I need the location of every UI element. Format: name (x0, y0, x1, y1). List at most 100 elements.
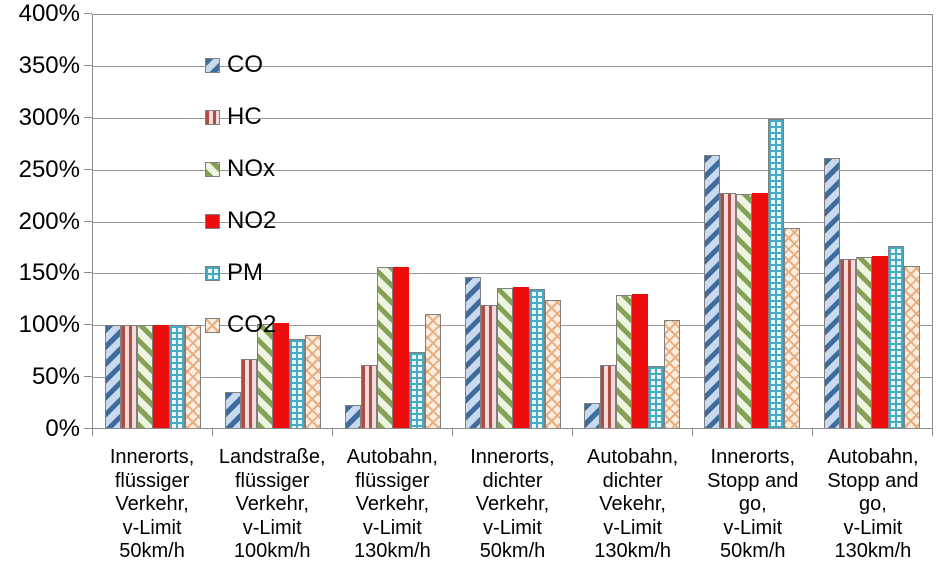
bar-hc-6 (840, 258, 857, 428)
bar-co2-4 (664, 319, 681, 428)
bar-group (213, 15, 333, 428)
bar-co2-0 (184, 324, 201, 428)
x-axis-category-label: Autobahn, Stopp and go, v-Limit 130km/h (827, 446, 919, 562)
y-axis-tick (84, 116, 92, 118)
bar-nox-1 (256, 323, 273, 428)
legend-key-no2-icon (205, 213, 220, 229)
gridline (93, 221, 932, 223)
legend-label: PM (227, 259, 263, 286)
bar-no2-2 (392, 266, 409, 428)
x-axis-tick (332, 429, 333, 436)
y-axis-tick-label: 400% (18, 0, 80, 27)
y-axis-tick (84, 272, 92, 274)
y-axis-tick-label: 100% (18, 311, 80, 339)
bar-no2-3 (512, 286, 529, 428)
bar-hc-1 (240, 358, 257, 428)
bar-pm-3 (528, 288, 545, 428)
y-axis-tick (84, 376, 92, 378)
x-axis-category-label: Innerorts, dichter Verkehr, v-Limit 50km… (470, 446, 555, 562)
legend-key-hc-icon (205, 109, 220, 125)
x-axis-tick (932, 429, 933, 436)
bar-co-6 (824, 157, 841, 428)
x-axis-tick (452, 429, 453, 436)
y-axis-tick-label: 350% (18, 51, 80, 79)
x-axis-category-label: Landstraße, flüssiger Verkehr, v-Limit 1… (218, 446, 326, 562)
y-axis-tick (84, 13, 92, 14)
bar-groups (93, 15, 932, 428)
legend-key-nox-icon (205, 161, 220, 177)
bar-co2-1 (304, 335, 321, 428)
legend-item-co2: CO2 (205, 299, 276, 351)
bar-nox-6 (856, 256, 873, 428)
bar-pm-4 (648, 366, 665, 428)
bar-co-4 (584, 403, 601, 428)
bar-group (692, 15, 812, 428)
y-axis-tick-label: 200% (18, 207, 80, 235)
gridline (93, 65, 932, 67)
bar-pm-1 (288, 339, 305, 428)
bar-no2-4 (632, 293, 649, 428)
gridline (93, 117, 932, 119)
x-axis-tick (692, 429, 693, 436)
legend-key-co2-icon (205, 317, 220, 333)
bar-group (812, 15, 932, 428)
legend-item-no2: NO2 (205, 195, 276, 247)
y-axis-tick (84, 428, 92, 429)
bar-hc-2 (360, 365, 377, 428)
legend-item-hc: HC (205, 91, 276, 143)
bar-pm-5 (768, 119, 785, 428)
plot-area: CO HC NOx NO2 PM CO2 (92, 14, 933, 429)
x-axis-category-label: Autobahn, flüssiger Verkehr, v-Limit 130… (346, 446, 438, 562)
x-axis-category-label: Autobahn, dichter Vekehr, v-Limit 130km/… (587, 446, 679, 562)
bar-pm-2 (408, 351, 425, 428)
bar-co2-2 (424, 314, 441, 428)
y-axis-tick (84, 220, 92, 222)
legend-item-nox: NOx (205, 143, 276, 195)
bar-co-2 (344, 405, 361, 428)
x-axis-tick (572, 429, 573, 436)
x-axis-tick (812, 429, 813, 436)
bar-co-3 (464, 277, 481, 428)
bar-co2-3 (544, 299, 561, 428)
y-axis-tick-label: 300% (18, 103, 80, 131)
bar-group (93, 15, 213, 428)
bar-co-5 (704, 155, 721, 428)
bar-co2-5 (784, 227, 801, 428)
y-axis-tick (84, 168, 92, 170)
y-axis-tick-label: 250% (18, 155, 80, 183)
bar-nox-3 (496, 287, 513, 428)
y-axis-tick-label: 50% (31, 363, 80, 391)
legend-key-pm-icon (205, 265, 220, 281)
legend-item-pm: PM (205, 247, 276, 299)
bar-group (572, 15, 692, 428)
legend-label: CO2 (227, 311, 277, 338)
x-axis-tick (212, 429, 213, 436)
bar-nox-2 (376, 266, 393, 428)
legend: CO HC NOx NO2 PM CO2 (205, 39, 276, 351)
bar-no2-0 (152, 324, 169, 428)
bar-group (333, 15, 453, 428)
bar-pm-6 (888, 246, 905, 428)
x-axis-labels: Innerorts, flüssiger Verkehr, v-Limit 50… (92, 446, 933, 564)
bar-co-0 (104, 324, 121, 428)
legend-item-co: CO (205, 39, 276, 91)
bar-group (453, 15, 573, 428)
bar-co-1 (224, 391, 241, 428)
bar-co2-6 (904, 265, 921, 428)
gridline (93, 169, 932, 171)
gridline (93, 273, 932, 275)
y-axis-tick (84, 324, 92, 326)
y-axis-tick (84, 64, 92, 66)
bar-hc-3 (480, 305, 497, 428)
legend-label: NO2 (227, 207, 277, 234)
legend-label: NOx (227, 155, 275, 182)
y-axis-tick-label: 150% (18, 259, 80, 287)
bar-no2-1 (272, 322, 289, 428)
y-axis-tick-label: 0% (45, 415, 80, 442)
legend-label: HC (227, 103, 262, 130)
legend-label: CO (227, 51, 263, 78)
bar-nox-0 (136, 324, 153, 428)
bar-nox-4 (616, 294, 633, 428)
x-axis-tick (92, 429, 93, 436)
